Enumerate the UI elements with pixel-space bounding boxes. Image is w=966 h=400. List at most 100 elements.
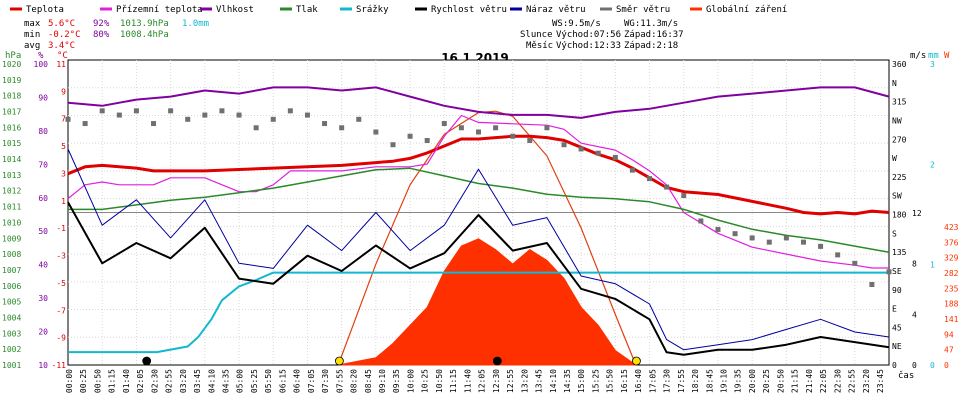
info-sun-rise: Východ:07:56 — [556, 30, 621, 40]
time-tick-label: 20:50 — [776, 369, 785, 393]
axis-temperature: 11 9 7 5 3 1 -1 -3 -5 -7 -9 -11 — [52, 60, 67, 370]
radiation-tick-label: 282 — [944, 269, 959, 278]
time-tick-label: 07:55 — [335, 369, 344, 393]
temperature-tick-label: 7 — [61, 115, 66, 124]
direction-tick-label: 225 — [892, 173, 907, 182]
wind-direction-point — [185, 116, 191, 122]
time-tick-label: 19:10 — [719, 369, 728, 393]
humidity-tick-label: 30 — [38, 294, 48, 303]
wind-direction-point — [82, 121, 88, 127]
wind-direction-point — [698, 218, 704, 224]
legend-item: Teplota — [10, 5, 64, 15]
rain-tick-label: 0 — [930, 361, 935, 370]
temperature-tick-label: -11 — [52, 361, 67, 370]
stats-min-press: 1008.4hPa — [120, 30, 169, 40]
time-tick-label: 13:45 — [535, 369, 544, 393]
wind-direction-point — [766, 239, 772, 245]
hpa-tick-label: 1004 — [2, 313, 21, 322]
info-sun-set: Západ:16:37 — [624, 30, 684, 40]
time-tick-label: 09:10 — [378, 369, 387, 393]
axis-time: 00:00 00:25 00:50 01:15 01:40 02:05 02:30 02:55… — [65, 369, 885, 393]
time-tick-label: 17:30 — [663, 369, 672, 393]
wind-direction-point — [629, 167, 635, 173]
legend-item: Náraz větru — [510, 5, 586, 15]
humidity-tick-label: 90 — [38, 93, 48, 102]
legend-label: Vlhkost — [216, 5, 254, 15]
moonrise-marker — [492, 356, 502, 366]
wind-direction-point — [715, 226, 721, 232]
time-tick-label: 10:50 — [435, 369, 444, 393]
series-line — [68, 271, 889, 354]
humidity-tick-label: 50 — [38, 227, 48, 236]
time-tick-label: 17:55 — [677, 369, 686, 393]
direction-tick-label: N — [892, 79, 897, 88]
time-tick-label: 04:35 — [222, 369, 231, 393]
direction-tick-label: 315 — [892, 98, 907, 107]
axis-hpa: 1020 1019 1018 1017 1016 1015 1014 1013 1012 1011… — [2, 60, 21, 370]
rain-tick-label: 1 — [930, 261, 935, 270]
sunrise-marker — [334, 356, 344, 366]
radiation-tick-label: 235 — [944, 284, 959, 293]
info-ws: WS:9.5m/s — [552, 19, 601, 29]
time-tick-label: 20:00 — [748, 369, 757, 393]
time-tick-label: 15:00 — [577, 369, 586, 393]
hpa-tick-label: 1007 — [2, 266, 21, 275]
wind-speed-tick-label: 12 — [912, 209, 922, 218]
time-tick-label: 17:05 — [648, 369, 657, 393]
wind-direction-point — [99, 108, 105, 114]
stats-min-hum: 80% — [93, 30, 110, 40]
wind-direction-point — [253, 125, 259, 131]
axis-title-time: čas — [898, 370, 914, 381]
time-tick-label: 22:30 — [833, 369, 842, 393]
wind-direction-point — [595, 150, 601, 156]
hpa-tick-label: 1006 — [2, 282, 21, 291]
legend-item: Tlak — [280, 5, 318, 15]
stats-max-press: 1013.9hPa — [120, 19, 169, 29]
legend-label: Přízemní teplota — [116, 5, 203, 15]
humidity-tick-label: 100 — [34, 60, 49, 69]
time-tick-label: 06:40 — [293, 369, 302, 393]
legend-item: Globální záření — [690, 5, 787, 15]
time-tick-label: 22:55 — [848, 369, 857, 393]
direction-tick-label: 270 — [892, 135, 907, 144]
time-tick-label: 21:40 — [805, 369, 814, 393]
time-tick-label: 01:40 — [122, 369, 131, 393]
direction-tick-label: SW — [892, 192, 902, 201]
legend-item: Rychlost větru — [415, 5, 507, 15]
time-tick-label: 00:50 — [93, 369, 102, 393]
time-tick-label: 20:25 — [762, 369, 771, 393]
wind-direction-point — [578, 146, 584, 152]
direction-tick-label: 90 — [892, 286, 902, 295]
axis-titles: hPa % °C m/s mm W čas — [5, 51, 950, 381]
axis-radiation: 423 376 329 282 235 188 141 94 47 0 — [944, 223, 959, 370]
legend-item: Vlhkost — [200, 5, 254, 15]
time-tick-label: 02:55 — [165, 369, 174, 393]
time-tick-label: 07:30 — [321, 369, 330, 393]
temperature-tick-label: 9 — [61, 87, 66, 96]
time-tick-label: 03:20 — [179, 369, 188, 393]
hpa-tick-label: 1012 — [2, 187, 21, 196]
time-tick-label: 15:50 — [606, 369, 615, 393]
axis-title-mm: mm — [928, 51, 939, 61]
info-moon-rise: Východ:12:33 — [556, 41, 621, 51]
hpa-tick-label: 1002 — [2, 345, 21, 354]
temperature-tick-label: -1 — [56, 224, 66, 233]
hpa-tick-label: 1010 — [2, 218, 21, 227]
stats-avg-temp: 3.4°C — [48, 41, 75, 51]
direction-tick-label: S — [892, 229, 897, 238]
wind-direction-point — [869, 282, 875, 288]
wind-direction-point — [612, 154, 618, 160]
time-tick-label: 10:25 — [421, 369, 430, 393]
wind-direction-point — [835, 252, 841, 258]
radiation-tick-label: 329 — [944, 254, 959, 263]
wind-direction-point — [800, 239, 806, 245]
humidity-tick-label: 40 — [38, 261, 48, 270]
time-tick-label: 09:35 — [392, 369, 401, 393]
time-tick-label: 05:50 — [264, 369, 273, 393]
legend-label: Směr větru — [616, 5, 670, 15]
wind-direction-point — [561, 142, 567, 148]
wind-direction-point — [783, 235, 789, 241]
time-tick-label: 08:20 — [350, 369, 359, 393]
radiation-tick-label: 376 — [944, 238, 959, 247]
